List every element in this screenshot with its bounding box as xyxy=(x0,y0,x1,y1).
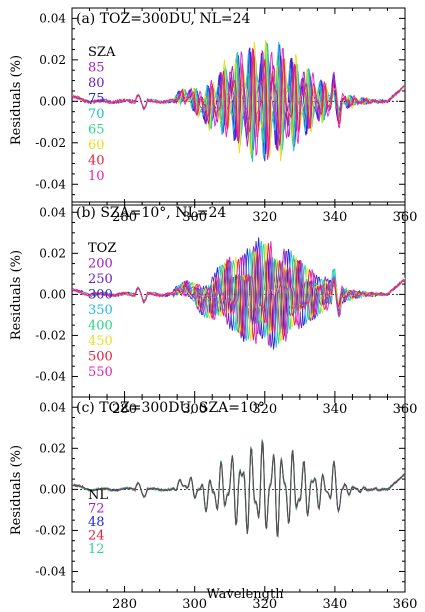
x-tick-label: 320 xyxy=(252,402,277,417)
y-tick-label: -0.02 xyxy=(35,328,66,342)
chart-panel: 280 300 320 340 3600.040.020.00-0.02-0.04(b)… xyxy=(35,201,417,417)
series-line xyxy=(72,242,405,341)
legend-entry: 10 xyxy=(88,169,105,184)
plot-frame xyxy=(71,7,406,206)
legend-entry: 40 xyxy=(88,154,105,169)
x-tick-label: 360 xyxy=(393,597,418,612)
x-tick-label: 320 xyxy=(252,210,277,225)
series-line xyxy=(72,48,405,160)
chart-panel: 280 300 320 340 3600.040.020.00-0.02-0.04(a)… xyxy=(35,7,417,225)
chart-panel: 280 300 320 340 360 0.04 0.02 0.00 -0.02 -0.04 (c)… xyxy=(35,396,418,612)
x-tick-label: 340 xyxy=(322,210,347,225)
legend-title: TOZ xyxy=(88,241,116,256)
series-group xyxy=(72,237,405,350)
y-tick-label: 0.00 xyxy=(39,287,66,301)
plot-frame xyxy=(71,201,406,398)
legend-entry: 85 xyxy=(88,61,105,76)
y-tick-label: 0.02 xyxy=(39,441,66,455)
panel-title: (b) SZA=10°, NL=24 xyxy=(76,205,226,221)
panel-title: (a) TOZ=300DU, NL=24 xyxy=(76,11,251,27)
panel-title: (c) TOZ=300DU, SZA=10° xyxy=(76,400,265,416)
legend-entry: 12 xyxy=(88,542,105,557)
y-axis-label-a: Residuals (%) xyxy=(9,55,24,145)
y-tick-label: 0.00 xyxy=(39,482,66,496)
y-tick-label: 0.02 xyxy=(39,246,66,260)
series-group xyxy=(72,438,405,539)
legend-entry: 75 xyxy=(88,92,105,107)
legend-entry: 550 xyxy=(88,365,113,380)
legend-entry: 70 xyxy=(88,107,105,122)
y-tick-label: -0.02 xyxy=(35,523,66,537)
y-axis-label-b: Residuals (%) xyxy=(9,250,24,340)
x-tick-label: 300 xyxy=(182,597,207,612)
legend-entry: 72 xyxy=(88,502,105,517)
x-tick-label: 280 xyxy=(112,597,137,612)
y-tick-label: 0.04 xyxy=(39,400,66,414)
series-line-overlay xyxy=(72,440,405,537)
y-axis-label-c: Residuals (%) xyxy=(9,445,24,535)
legend-entry: 350 xyxy=(88,303,113,318)
legend-entry: 60 xyxy=(88,138,105,153)
legend-entry: 200 xyxy=(88,257,113,272)
y-tick-label: -0.04 xyxy=(35,369,66,383)
legend-title: NL xyxy=(88,488,108,503)
y-tick-label: -0.04 xyxy=(35,564,66,578)
y-tick-label: -0.02 xyxy=(35,136,66,150)
x-tick-label: 300 xyxy=(182,402,207,417)
series-line xyxy=(72,241,405,345)
legend-entry: 300 xyxy=(88,288,113,303)
series-group xyxy=(72,39,405,163)
legend-entry: 65 xyxy=(88,123,105,138)
legend-entry: 250 xyxy=(88,272,113,287)
x-tick-label: 340 xyxy=(322,402,347,417)
y-tick-label: 0.04 xyxy=(39,205,66,219)
plot-frame xyxy=(71,396,406,593)
legend-entry: 500 xyxy=(88,350,113,365)
legend-title: SZA xyxy=(88,45,116,60)
x-tick-label: 300 xyxy=(182,210,207,225)
x-tick-label: 320 xyxy=(252,597,277,612)
y-tick-label: 0.00 xyxy=(39,94,66,108)
y-tick-label: 0.04 xyxy=(39,11,66,25)
x-tick-label: 280 xyxy=(112,402,137,417)
legend-entry: 450 xyxy=(88,334,113,349)
legend-entry: 80 xyxy=(88,76,105,91)
legend-entry: 48 xyxy=(88,515,105,530)
y-tick-label: 0.02 xyxy=(39,53,66,67)
legend-entry: 400 xyxy=(88,319,113,334)
x-tick-label: 340 xyxy=(322,597,347,612)
y-tick-label: -0.04 xyxy=(35,177,66,191)
x-tick-label: 280 xyxy=(112,210,137,225)
legend-entry: 24 xyxy=(88,529,105,544)
